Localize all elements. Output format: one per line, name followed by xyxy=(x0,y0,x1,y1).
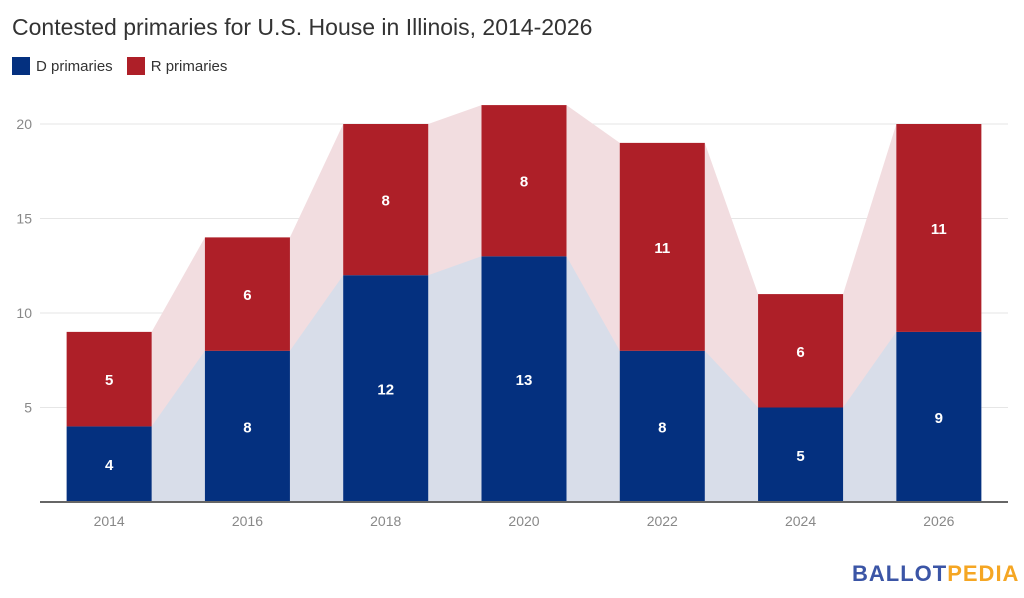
x-tick-label: 2014 xyxy=(94,513,125,529)
bar-r xyxy=(481,105,567,257)
data-label-r: 6 xyxy=(243,287,251,304)
x-tick-label: 2018 xyxy=(370,513,401,529)
x-tick-label: 2016 xyxy=(232,513,263,529)
data-label-d: 8 xyxy=(658,419,666,436)
data-label-d: 8 xyxy=(243,419,251,436)
bar-d xyxy=(758,407,844,502)
bar-r xyxy=(204,237,290,351)
bar-r xyxy=(758,294,844,408)
legend-swatch-r xyxy=(126,57,145,75)
x-tick-label: 2024 xyxy=(785,513,816,529)
x-tick-label: 2022 xyxy=(647,513,678,529)
bar-d xyxy=(66,426,152,502)
bar-r xyxy=(343,124,429,276)
y-tick-label: 10 xyxy=(16,305,32,321)
data-label-d: 13 xyxy=(516,372,533,389)
data-label-d: 9 xyxy=(935,410,943,427)
ballotpedia-logo: BALLOTPEDIA xyxy=(852,561,1019,587)
x-tick-label: 2026 xyxy=(923,513,954,529)
data-label-r: 8 xyxy=(520,174,528,191)
bar-r xyxy=(66,331,152,427)
brand-part1: BALLOT xyxy=(852,561,948,586)
legend-label-d: D primaries xyxy=(36,57,113,75)
brand-part2: PEDIA xyxy=(947,561,1020,586)
data-label-r: 5 xyxy=(105,372,113,389)
data-label-d: 5 xyxy=(796,448,804,465)
legend: D primaries R primaries xyxy=(12,57,227,75)
bar-d xyxy=(204,350,290,502)
y-tick-label: 5 xyxy=(24,400,32,416)
legend-item-d: D primaries xyxy=(12,57,113,75)
data-label-r: 11 xyxy=(654,240,670,257)
data-label-r: 8 xyxy=(382,193,390,210)
bar-r xyxy=(619,142,705,351)
data-label-d: 4 xyxy=(105,457,114,474)
data-label-d: 12 xyxy=(377,382,394,399)
bar-d xyxy=(343,275,429,502)
bar-d xyxy=(619,350,705,502)
y-tick-label: 20 xyxy=(16,116,32,132)
y-tick-label: 15 xyxy=(16,211,32,227)
chart-title: Contested primaries for U.S. House in Il… xyxy=(12,14,593,40)
bar-d xyxy=(896,331,982,502)
legend-swatch-d xyxy=(12,57,30,75)
data-label-r: 6 xyxy=(796,344,804,361)
bar-r xyxy=(896,124,982,332)
legend-item-r: R primaries xyxy=(126,57,228,75)
bar-d xyxy=(481,256,567,502)
legend-label-r: R primaries xyxy=(150,57,228,75)
x-tick-label: 2020 xyxy=(508,513,539,529)
data-label-r: 11 xyxy=(931,221,947,238)
